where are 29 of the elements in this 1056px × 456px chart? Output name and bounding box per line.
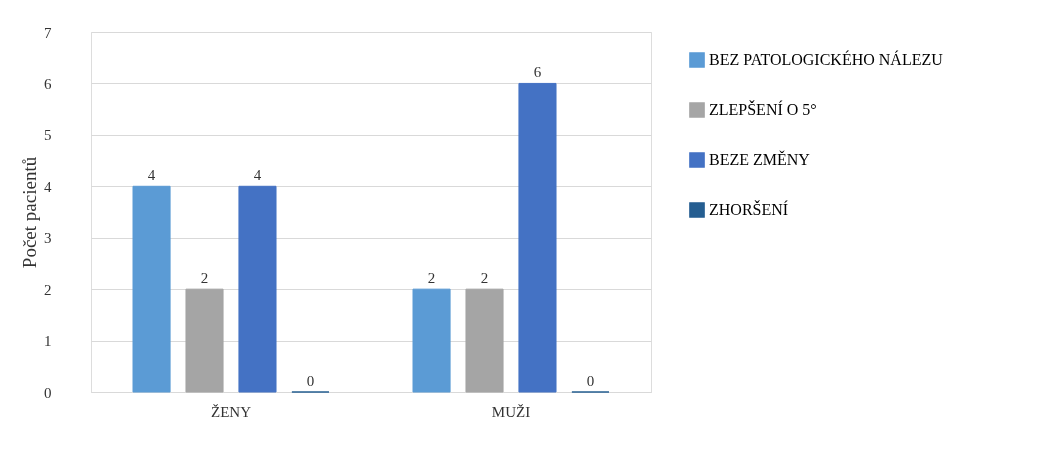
legend-label: ZLEPŠENÍ O 5°: [709, 100, 817, 118]
data-label: 2: [480, 270, 489, 287]
data-label: 6: [533, 64, 542, 81]
x-tick-label: MUŽI: [491, 403, 531, 420]
y-tick-label: 3: [44, 230, 52, 247]
bar: [132, 185, 171, 393]
bar: [185, 288, 224, 393]
legend-label: BEZ PATOLOGICKÉHO NÁLEZU: [709, 50, 944, 68]
legend-label: ZHORŠENÍ: [709, 200, 789, 218]
y-tick-label: 7: [44, 24, 52, 41]
bar: [238, 185, 277, 393]
bar: [412, 288, 451, 393]
legend-label: BEZE ZMĚNY: [709, 150, 811, 168]
y-tick-label: 4: [44, 178, 52, 195]
y-tick-label: 6: [44, 75, 52, 92]
y-tick-label: 0: [44, 384, 52, 401]
data-label: 0: [306, 373, 315, 389]
data-label: 2: [427, 270, 436, 287]
data-label: 4: [147, 167, 156, 184]
y-tick-label: 1: [44, 333, 52, 350]
y-tick-label: 2: [44, 281, 52, 298]
data-label: 0: [586, 373, 595, 389]
y-axis-title: Počet pacientů: [19, 156, 40, 269]
data-label: 2: [200, 270, 209, 287]
data-label: 4: [253, 167, 262, 184]
bar: [465, 288, 504, 393]
y-tick-label: 5: [44, 127, 52, 144]
bar: [518, 82, 557, 393]
x-tick-label: ŽENY: [211, 403, 252, 420]
